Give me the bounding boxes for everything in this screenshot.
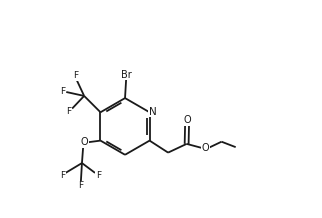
Text: F: F bbox=[78, 181, 83, 191]
Text: F: F bbox=[66, 107, 71, 116]
Text: F: F bbox=[60, 171, 65, 180]
Text: N: N bbox=[148, 107, 156, 117]
Text: O: O bbox=[201, 143, 209, 153]
Text: O: O bbox=[183, 115, 191, 125]
Text: F: F bbox=[96, 171, 101, 180]
Text: F: F bbox=[73, 71, 79, 80]
Text: F: F bbox=[60, 87, 65, 96]
Text: O: O bbox=[80, 137, 88, 147]
Text: Br: Br bbox=[121, 70, 132, 80]
